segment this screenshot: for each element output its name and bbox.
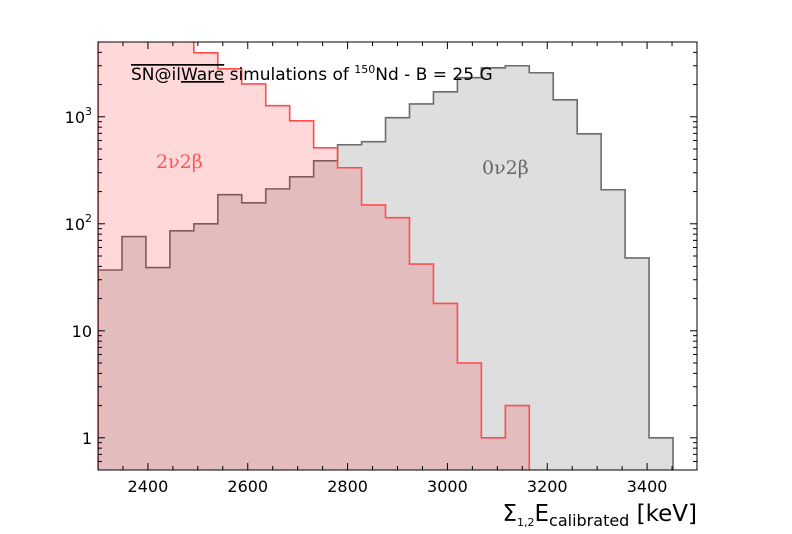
xlabel-main: E [534,501,549,527]
histogram-outline [98,42,531,470]
series-0nu2beta [98,64,674,470]
x-tick-label: 2400 [128,477,169,496]
x-tick-label: 3000 [427,477,468,496]
y-tick-label: 10 [72,322,92,341]
xlabel-sub1: 1,2 [517,516,535,529]
y-tick-label: 102 [65,212,92,234]
axis-ticks: 2400 2600 2800 3000 3200 3400 1 10 102 103 [65,41,698,496]
histogram-fill [98,65,674,470]
x-tick-label: 3400 [627,477,668,496]
x-tick-label: 3200 [527,477,568,496]
title-logo-a: SN@il [131,65,181,85]
histogram-outline [98,64,674,470]
title-isotope: Nd - B = 25 G [375,65,492,85]
title-text: simulations of [224,65,354,85]
histograms [98,42,674,470]
title-isotope-mass: 150 [354,63,375,76]
y-tick-label: 103 [65,105,92,127]
xlabel-unit: [keV] [629,501,697,527]
x-tick-label: 2600 [227,477,268,496]
series-2nu2beta [98,42,531,470]
chart-title: SN@ilWare simulations of 150Nd - B = 25 … [131,63,493,85]
series-label-0nu2beta: 0ν2β [482,157,529,179]
xlabel-sub2: calibrated [549,511,629,530]
title-logo-b: Ware [181,65,224,85]
histogram-fill [98,42,530,470]
y-tick-label: 1 [82,429,92,448]
xlabel-symbol: Σ [502,501,517,527]
x-tick-label: 2800 [327,477,368,496]
x-axis-label: Σ1,2Ecalibrated [keV] [502,501,697,530]
series-label-2nu2beta: 2ν2β [156,151,203,173]
